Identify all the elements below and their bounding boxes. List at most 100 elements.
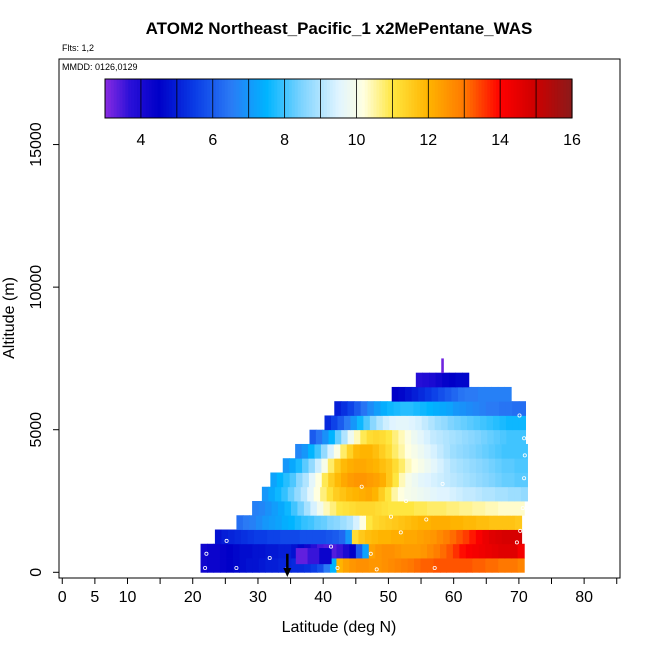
heatmap-cell	[389, 415, 397, 431]
heatmap-cell	[423, 529, 431, 545]
flights-label: Flts: 1,2	[62, 43, 94, 53]
heatmap-cell	[375, 501, 383, 516]
sample-point	[522, 436, 527, 441]
heatmap-cell	[459, 501, 467, 516]
heatmap-cell	[265, 558, 273, 573]
colorbar-swatch	[280, 79, 284, 118]
heatmap-cell	[378, 515, 387, 530]
heatmap-cell	[465, 558, 473, 573]
colorbar-swatch	[300, 79, 305, 118]
heatmap-cell	[437, 515, 445, 530]
colorbar-swatch	[224, 79, 229, 118]
heatmap-cell	[360, 472, 368, 488]
colorbar-swatch	[210, 79, 214, 118]
colorbar-swatch	[236, 79, 240, 118]
colorbar-swatch	[525, 79, 529, 118]
colorbar-swatch	[373, 79, 378, 118]
heatmap-cell	[447, 415, 455, 431]
heatmap-cell	[520, 443, 528, 459]
y-tick-label: 0	[28, 568, 45, 577]
heatmap-cell	[207, 543, 215, 559]
heatmap-cell	[247, 529, 255, 545]
heatmap-cell	[371, 529, 379, 545]
sample-point	[424, 517, 429, 522]
heatmap-cell	[495, 443, 503, 459]
heatmap-cell	[379, 429, 387, 445]
heatmap-cell	[413, 401, 421, 416]
colorbar-swatch	[566, 79, 570, 118]
heatmap-cell	[366, 515, 374, 530]
colorbar-swatch	[499, 79, 503, 118]
colorbar-swatch	[230, 79, 235, 118]
heatmap-cell	[501, 443, 509, 459]
colorbar-swatch	[385, 79, 389, 118]
heatmap-cell	[456, 515, 464, 530]
heatmap-cell	[329, 558, 338, 573]
heatmap-cell	[420, 543, 428, 559]
heatmap-cell	[391, 515, 399, 530]
heatmap-cell	[508, 443, 516, 459]
colorbar-tick-label: 4	[136, 132, 145, 149]
heatmap-cell-low	[295, 548, 309, 565]
heatmap-cell	[446, 543, 454, 559]
heatmap-cell	[360, 429, 368, 445]
heatmap-cell	[430, 429, 438, 445]
heatmap-cell	[291, 543, 299, 559]
colorbar-swatch	[107, 79, 112, 118]
heatmap-cell	[271, 543, 279, 559]
heatmap-cell	[306, 529, 314, 545]
heatmap-cell	[320, 515, 328, 530]
heatmap-cell	[340, 515, 348, 530]
colorbar-swatch	[250, 79, 255, 118]
colorbar-swatch	[242, 79, 246, 118]
colorbar-swatch	[434, 79, 439, 118]
heatmap-cell	[373, 401, 382, 416]
heatmap-cell	[482, 443, 490, 459]
sample-point	[522, 476, 527, 481]
heatmap-cell	[234, 529, 242, 545]
heatmap-cell	[475, 472, 483, 488]
colorbar-swatch	[475, 79, 480, 118]
heatmap-cell	[446, 501, 454, 516]
x-tick-label: 70	[510, 589, 528, 606]
heatmap-cell	[508, 515, 516, 530]
heatmap-cell	[346, 515, 354, 530]
heatmap-cell	[323, 558, 331, 573]
colorbar-swatch	[265, 79, 270, 118]
colorbar-swatch	[426, 79, 430, 118]
colorbar-swatch	[189, 79, 194, 118]
heatmap-cell	[394, 558, 402, 573]
heatmap-cell	[338, 529, 346, 545]
colorbar-swatch	[490, 79, 494, 118]
colorbar-swatch	[353, 79, 357, 118]
heatmap-cell	[467, 415, 475, 431]
heatmap-cell	[340, 458, 348, 473]
heatmap-cell	[417, 458, 425, 473]
heatmap-cell	[423, 429, 431, 445]
heatmap-cell	[475, 458, 483, 473]
colorbar-swatch	[484, 79, 488, 118]
heatmap-cell	[460, 415, 468, 431]
heatmap-cell	[465, 543, 473, 559]
heatmap-cell	[429, 372, 437, 388]
heatmap-cell	[308, 443, 316, 459]
colorbar-swatch	[122, 79, 127, 118]
heatmap-cell	[495, 458, 503, 473]
heatmap-cell	[459, 558, 467, 573]
colorbar-swatch	[481, 79, 486, 118]
colorbar-swatch	[341, 79, 345, 118]
heatmap-cell	[353, 429, 361, 445]
heatmap-cell	[411, 443, 419, 459]
heatmap-cell	[312, 529, 320, 545]
sample-point	[335, 566, 340, 571]
heatmap-cell	[421, 415, 429, 431]
heatmap-cell	[511, 558, 519, 573]
heatmap-cell	[430, 529, 438, 545]
heatmap-cell	[427, 543, 435, 559]
colorbar-swatch	[507, 79, 512, 118]
colorbar-swatch	[358, 79, 363, 118]
heatmap-cell	[505, 415, 514, 431]
heatmap-cell	[395, 415, 403, 431]
colorbar-swatch	[326, 79, 331, 118]
colorbar-swatch	[151, 79, 156, 118]
